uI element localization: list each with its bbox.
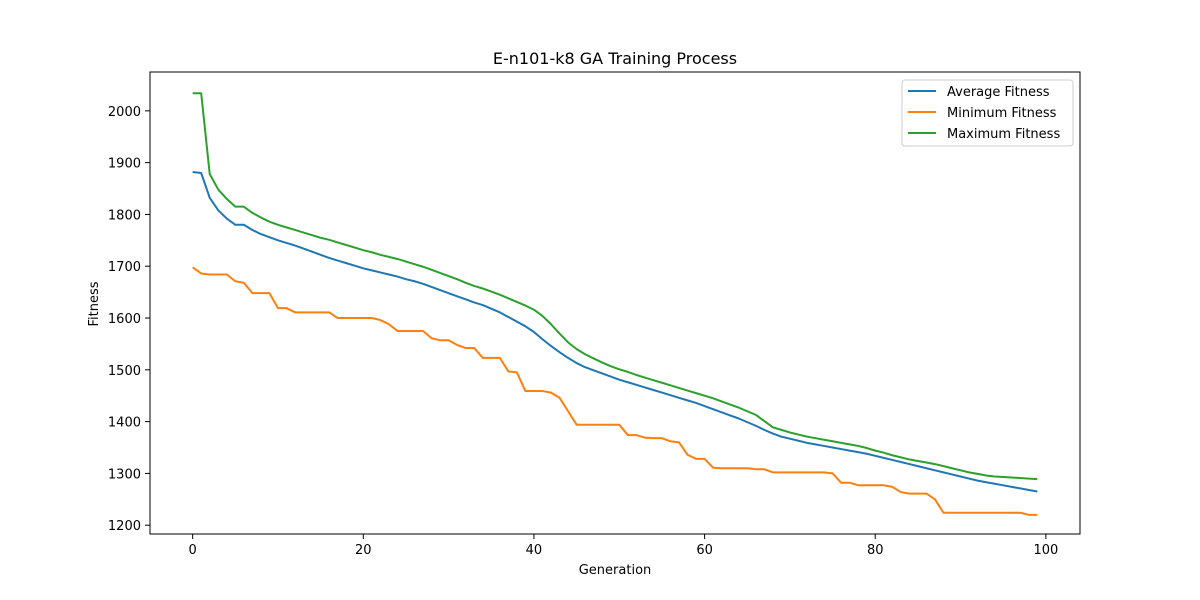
y-tick-label: 1400 <box>108 416 141 431</box>
y-tick-label: 1900 <box>108 157 141 172</box>
y-tick-label: 1300 <box>108 467 141 482</box>
x-tick-label: 0 <box>189 543 197 558</box>
legend-label: Maximum Fitness <box>947 127 1060 142</box>
y-tick-label: 1800 <box>108 208 141 223</box>
series-line-minimum-fitness <box>192 266 1038 516</box>
x-axis-title: Generation <box>579 563 652 578</box>
y-tick-label: 1200 <box>108 519 141 534</box>
legend-box <box>901 79 1074 147</box>
y-tick-label: 1600 <box>108 312 141 327</box>
y-tick-label: 1700 <box>108 260 141 275</box>
legend-label: Average Fitness <box>947 85 1050 100</box>
y-tick-label: 1500 <box>108 364 141 379</box>
x-tick-label: 80 <box>867 543 884 558</box>
x-tick-label: 60 <box>696 543 713 558</box>
y-axis-title: Fitness <box>87 281 102 326</box>
y-tick-label: 2000 <box>108 105 141 120</box>
legend: Average Fitness Minimum Fitness Maximum Fi… <box>901 79 1074 147</box>
series-line-maximum-fitness <box>192 92 1038 481</box>
x-tick-label: 100 <box>1033 543 1058 558</box>
plot-area: 0 20 40 60 80 100 1200 1300 1400 1500 1600 1700 1800… <box>108 71 1081 558</box>
x-tick-label: 40 <box>526 543 543 558</box>
chart-title: E-n101-k8 GA Training Process <box>493 49 737 68</box>
legend-label: Minimum Fitness <box>947 106 1057 121</box>
x-tick-label: 20 <box>355 543 372 558</box>
plot-frame <box>149 71 1081 535</box>
series-line-average-fitness <box>192 170 1038 493</box>
